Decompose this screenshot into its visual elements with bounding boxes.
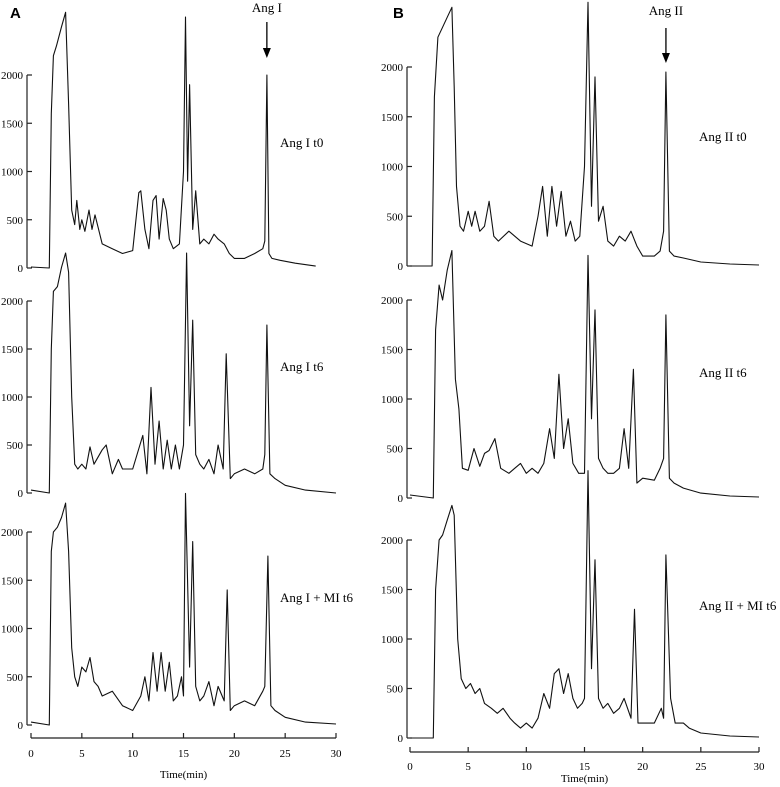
x-tick-label: 5: [79, 748, 85, 760]
y-tick-label: 1000: [1, 624, 24, 636]
x-tick-label: 20: [637, 761, 649, 773]
y-tick-label: 2000: [381, 535, 404, 547]
x-tick-label: 0: [28, 748, 34, 760]
y-tick-label: 0: [18, 488, 24, 500]
x-tick-label: 15: [579, 761, 591, 773]
x-tick-label: 10: [127, 748, 139, 760]
x-tick-label: 30: [754, 761, 766, 773]
y-axis: 0 500 1000 1500 2000: [1, 70, 32, 275]
panel-letter: A: [10, 5, 21, 22]
y-tick-label: 1000: [1, 167, 24, 179]
x-tick-label: 30: [331, 748, 343, 760]
y-axis: 0 500 1000 1500 2000: [381, 62, 412, 273]
y-tick-label: 1000: [381, 394, 404, 406]
x-axis-title: Time(min): [561, 773, 609, 785]
chromatogram-trace: [30, 252, 337, 494]
y-tick-label: 2000: [1, 527, 24, 539]
trace-label: Ang I t0: [280, 135, 323, 150]
arrow-head-icon: [661, 53, 670, 63]
x-tick-label: 0: [407, 761, 413, 773]
trace-label: Ang II + MI t6: [699, 598, 777, 613]
y-tick-label: 1000: [381, 162, 404, 174]
trace-label: Ang I + MI t6: [280, 590, 354, 605]
y-tick-label: 1500: [1, 344, 24, 356]
y-tick-label: 500: [387, 684, 404, 696]
y-tick-label: 0: [18, 720, 24, 732]
arrow-label: Ang I: [252, 0, 282, 15]
x-axis: 0 5 10 15 20 25 30 Time(min): [407, 747, 765, 785]
y-tick-label: 0: [398, 493, 404, 505]
y-tick-label: 2000: [381, 62, 404, 74]
y-tick-label: 500: [387, 444, 404, 456]
x-tick-label: 25: [280, 748, 292, 760]
arrow-label: Ang II: [649, 3, 683, 18]
y-tick-label: 2000: [381, 295, 404, 307]
y-tick-label: 500: [7, 672, 24, 684]
chromatogram-trace: [410, 470, 760, 739]
y-tick-label: 1500: [381, 345, 404, 357]
x-tick-label: 5: [465, 761, 471, 773]
x-tick-label: 15: [178, 748, 190, 760]
y-tick-label: 1000: [381, 634, 404, 646]
trace-label: Ang II t0: [699, 129, 747, 144]
y-tick-label: 1500: [1, 575, 24, 587]
chromatogram-trace: [30, 492, 337, 726]
y-tick-label: 0: [398, 733, 404, 745]
y-tick-label: 1500: [1, 118, 24, 130]
trace-label: Ang I t6: [280, 359, 324, 374]
y-tick-label: 500: [7, 215, 24, 227]
panel-letter: B: [393, 5, 404, 22]
y-tick-label: 500: [387, 211, 404, 223]
arrow-head-icon: [262, 48, 271, 58]
chromatogram-trace: [30, 11, 316, 269]
peak-arrow-annotation: Ang I: [252, 0, 282, 58]
y-tick-label: 2000: [1, 70, 24, 82]
x-axis: 0 5 10 15 20 25 30 Time(min): [28, 733, 342, 781]
y-tick-label: 1000: [1, 392, 24, 404]
x-tick-label: 10: [521, 761, 533, 773]
y-tick-label: 2000: [1, 296, 24, 308]
peak-arrow-annotation: Ang II: [649, 3, 683, 63]
chromatogram-trace: [410, 1, 760, 267]
y-axis: 0 500 1000 1500 2000: [1, 296, 32, 500]
y-tick-label: 500: [7, 440, 24, 452]
y-tick-label: 0: [18, 263, 24, 275]
x-tick-label: 25: [695, 761, 707, 773]
y-tick-label: 0: [398, 261, 404, 273]
y-axis: 0 500 1000 1500 2000: [1, 527, 32, 732]
y-axis: 0 500 1000 1500 2000: [381, 535, 412, 745]
x-axis-title: Time(min): [160, 769, 208, 781]
x-tick-label: 20: [229, 748, 241, 760]
y-axis: 0 500 1000 1500 2000: [381, 295, 412, 505]
y-tick-label: 1500: [381, 585, 404, 597]
y-tick-label: 1500: [381, 112, 404, 124]
trace-label: Ang II t6: [699, 365, 747, 380]
chromatogram-trace: [409, 249, 760, 499]
